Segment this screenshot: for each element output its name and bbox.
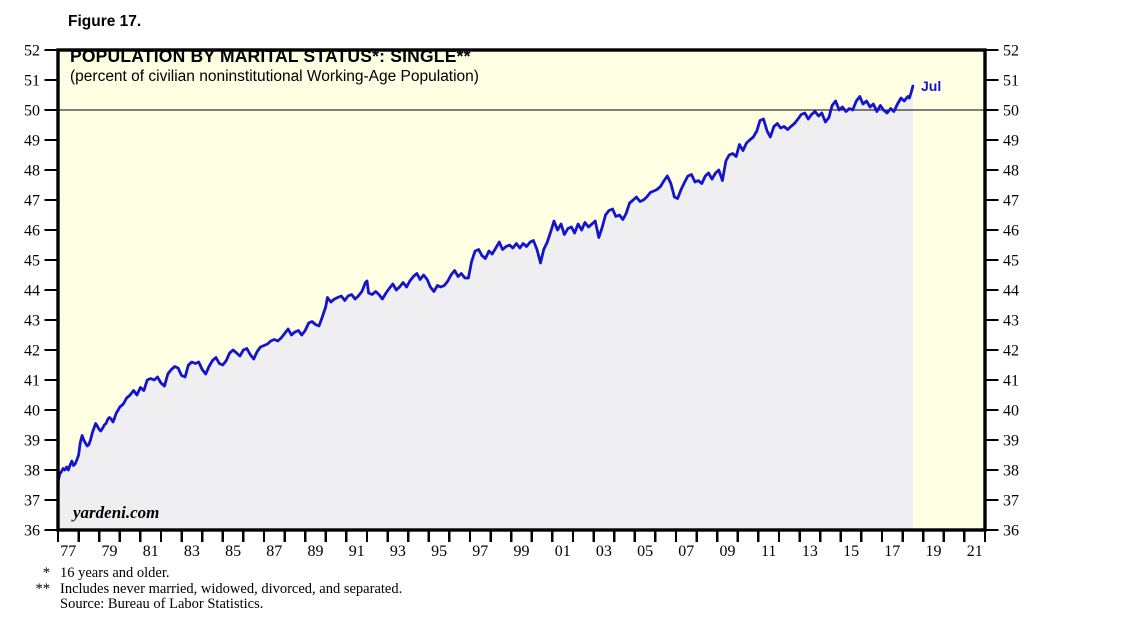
- x-tick-label: 79: [102, 543, 118, 560]
- y-tick-label-left: 48: [24, 163, 40, 180]
- x-tick-label: 87: [266, 543, 282, 560]
- x-tick-label: 97: [472, 543, 488, 560]
- y-tick-label-left: 46: [24, 223, 40, 240]
- y-tick-label-right: 40: [1003, 403, 1019, 420]
- chart-subtitle: (percent of civilian noninstitutional Wo…: [70, 68, 479, 85]
- y-tick-label-right: 51: [1003, 73, 1019, 90]
- y-tick-label-left: 44: [24, 283, 40, 300]
- x-tick-label: 19: [926, 543, 942, 560]
- y-tick-label-left: 39: [24, 433, 40, 450]
- footnote-marker: *: [42, 565, 50, 581]
- footnote-text: Includes never married, widowed, divorce…: [60, 580, 403, 597]
- x-tick-label: 01: [555, 543, 571, 560]
- last-point-label: Jul: [921, 78, 942, 94]
- x-tick-label: 77: [60, 543, 76, 560]
- footnote-row: Source: Bureau of Labor Statistics.: [26, 596, 402, 613]
- footnote-row: * 16 years and older.: [26, 565, 402, 582]
- shaded-area: [58, 86, 913, 530]
- y-tick-label-right: 46: [1003, 223, 1019, 240]
- y-tick-label-left: 51: [24, 73, 40, 90]
- watermark-yardeni: yardeni.com: [73, 503, 160, 522]
- footnote-marker: **: [35, 580, 51, 597]
- footnote-text: 16 years and older.: [60, 565, 170, 581]
- x-tick-label: 07: [678, 543, 694, 560]
- footnote-text: Source: Bureau of Labor Statistics.: [60, 596, 264, 612]
- x-tick-label: 05: [637, 543, 653, 560]
- y-tick-label-left: 40: [24, 403, 40, 420]
- x-tick-label: 13: [802, 543, 818, 560]
- x-tick-label: 91: [349, 543, 365, 560]
- y-tick-label-left: 41: [24, 373, 40, 390]
- x-tick-label: 81: [143, 543, 159, 560]
- y-tick-label-right: 41: [1003, 373, 1019, 390]
- y-tick-label-right: 52: [1003, 43, 1019, 60]
- x-tick-label: 93: [390, 543, 406, 560]
- x-tick-label: 95: [431, 543, 447, 560]
- y-tick-label-right: 42: [1003, 343, 1019, 360]
- x-tick-label: 21: [967, 543, 983, 560]
- y-tick-label-right: 47: [1003, 193, 1019, 210]
- y-tick-label-left: 43: [24, 313, 40, 330]
- y-tick-label-right: 45: [1003, 253, 1019, 270]
- y-tick-label-right: 49: [1003, 133, 1019, 150]
- y-tick-label-right: 36: [1003, 523, 1019, 540]
- y-tick-label-left: 37: [24, 493, 40, 510]
- y-tick-label-left: 36: [24, 523, 40, 540]
- x-tick-label: 99: [514, 543, 530, 560]
- y-tick-label-left: 42: [24, 343, 40, 360]
- y-tick-label-right: 50: [1003, 103, 1019, 120]
- footnote-row: ** Includes never married, widowed, divor…: [26, 580, 403, 598]
- y-tick-label-right: 39: [1003, 433, 1019, 450]
- y-tick-label-left: 47: [24, 193, 40, 210]
- x-tick-label: 85: [225, 543, 241, 560]
- series-line-single-percent: [56, 84, 915, 484]
- chart-title: POPULATION BY MARITAL STATUS*: SINGLE**: [70, 46, 471, 66]
- y-tick-label-right: 37: [1003, 493, 1019, 510]
- x-tick-label: 83: [184, 543, 200, 560]
- footnote-marker: [26, 597, 50, 613]
- x-tick-label: 09: [720, 543, 736, 560]
- y-tick-label-right: 38: [1003, 463, 1019, 480]
- y-tick-label-right: 48: [1003, 163, 1019, 180]
- y-tick-label-right: 44: [1003, 283, 1019, 300]
- x-tick-label: 17: [884, 543, 900, 560]
- y-tick-label-left: 52: [24, 43, 40, 60]
- x-tick-label: 89: [308, 543, 324, 560]
- x-tick-label: 03: [596, 543, 612, 560]
- y-tick-label-left: 38: [24, 463, 40, 480]
- y-tick-label-left: 50: [24, 103, 40, 120]
- x-tick-label: 15: [843, 543, 859, 560]
- y-tick-label-left: 49: [24, 133, 40, 150]
- x-tick-label: 11: [761, 543, 776, 560]
- y-tick-label-right: 43: [1003, 313, 1019, 330]
- figure-label: Figure 17.: [68, 13, 142, 30]
- footnotes: * 16 years and older. ** Includes never mar…: [26, 565, 403, 613]
- y-tick-label-left: 45: [24, 253, 40, 270]
